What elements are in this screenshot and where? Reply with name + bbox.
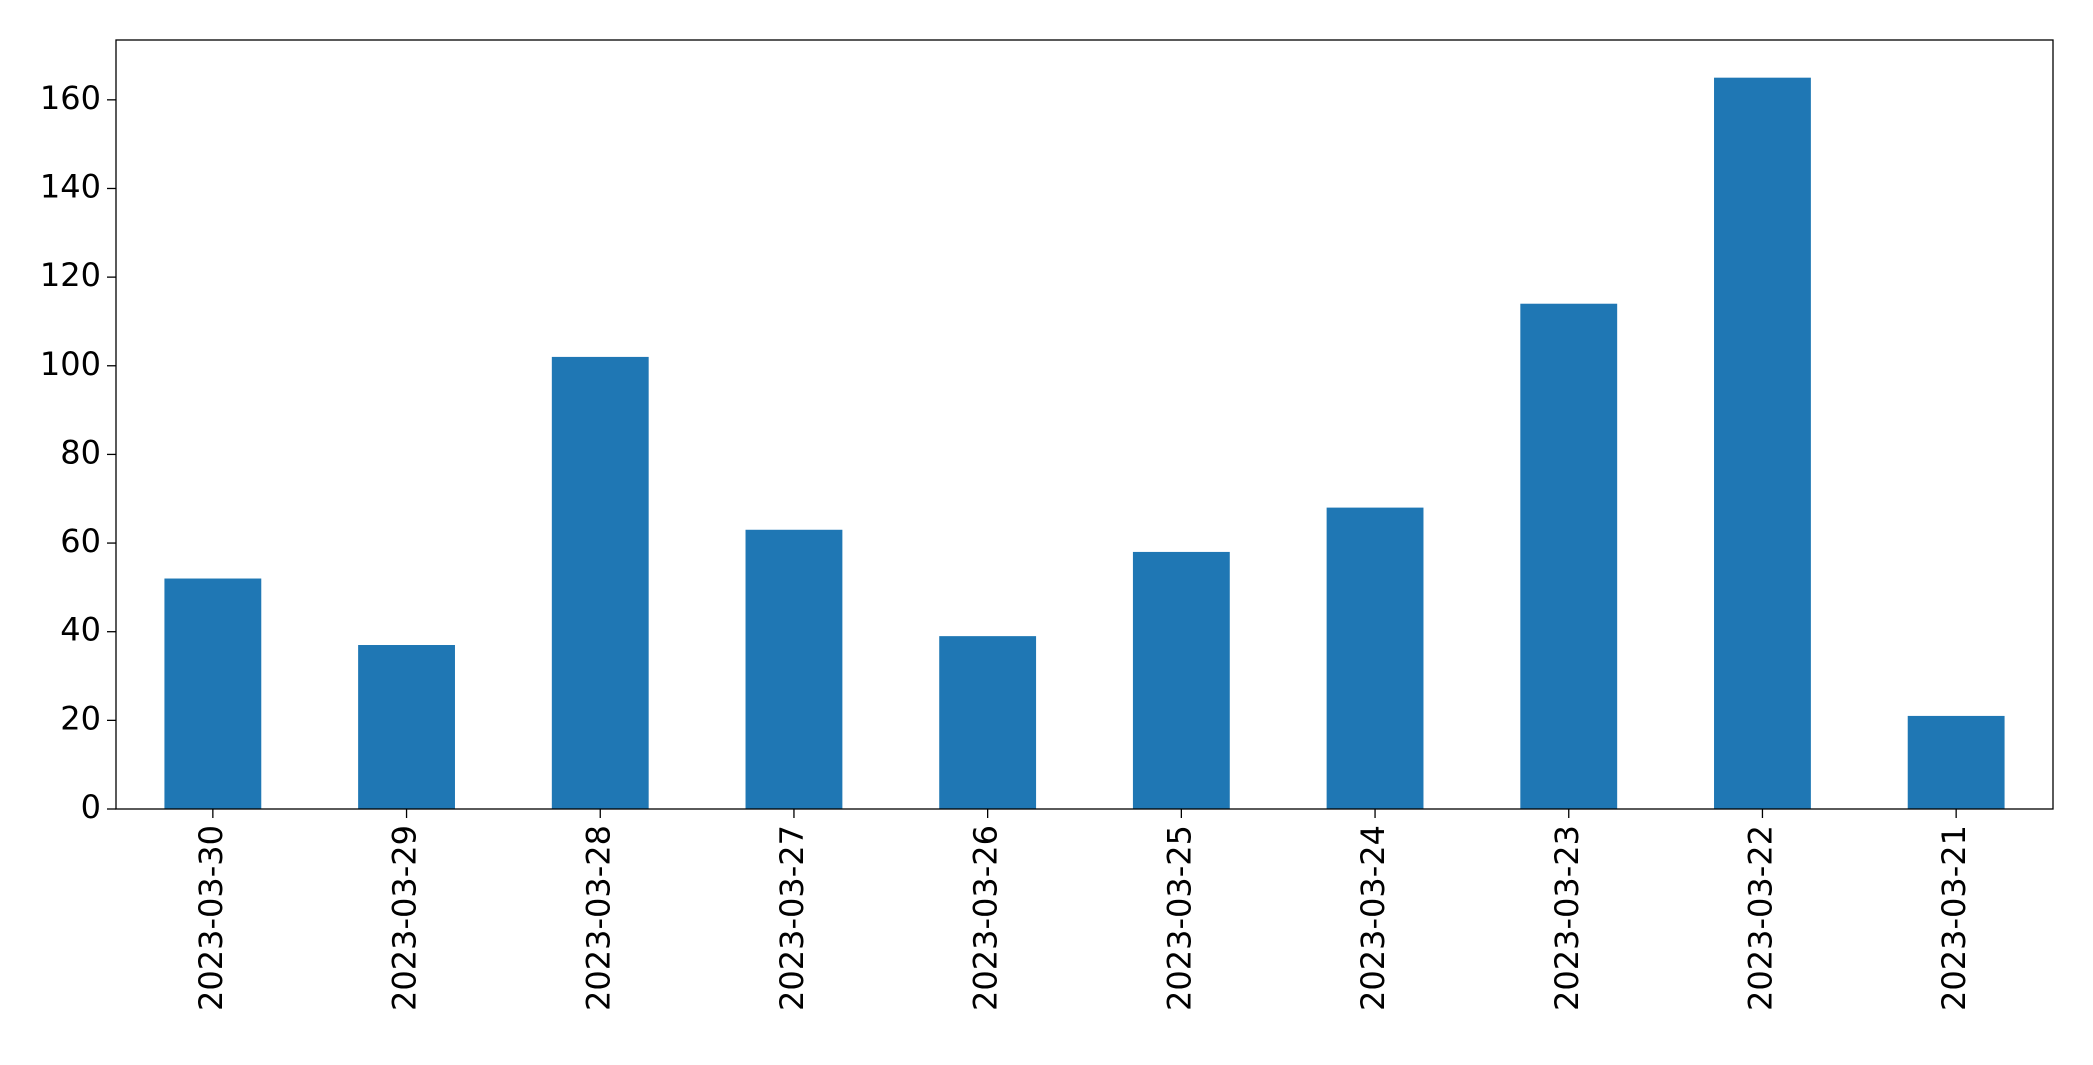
y-tick-label: 0	[81, 788, 101, 826]
y-tick-label: 60	[60, 522, 101, 560]
bar	[1132, 551, 1230, 809]
x-tick-label: 2023-03-26	[967, 825, 1005, 1011]
bar	[551, 356, 649, 809]
x-tick-label: 2023-03-24	[1354, 825, 1392, 1011]
x-tick-label: 2023-03-28	[579, 825, 617, 1011]
y-tick-label: 80	[60, 433, 101, 471]
bar	[358, 645, 455, 809]
bar	[1520, 303, 1618, 809]
x-tick-label: 2023-03-25	[1160, 825, 1198, 1011]
x-tick-label: 2023-03-22	[1741, 825, 1779, 1011]
x-tick-label: 2023-03-23	[1548, 825, 1586, 1011]
bar	[1714, 77, 1811, 809]
bar	[164, 578, 262, 809]
y-tick-label: 120	[40, 256, 101, 294]
y-tick-label: 140	[40, 167, 101, 205]
x-tick-label: 2023-03-29	[386, 825, 424, 1011]
x-tick-label: 2023-03-30	[192, 825, 230, 1011]
x-tick-label: 2023-03-27	[773, 825, 811, 1011]
x-tick-label: 2023-03-21	[1935, 825, 1973, 1011]
y-tick-label: 160	[40, 79, 101, 117]
bar	[939, 636, 1037, 809]
bar	[1907, 715, 2005, 809]
y-tick-label: 20	[60, 699, 101, 737]
y-tick-label: 100	[40, 345, 101, 383]
plot-frame	[115, 39, 2054, 810]
bar	[1326, 507, 1424, 809]
bar	[745, 529, 843, 809]
y-tick-label: 40	[60, 611, 101, 649]
